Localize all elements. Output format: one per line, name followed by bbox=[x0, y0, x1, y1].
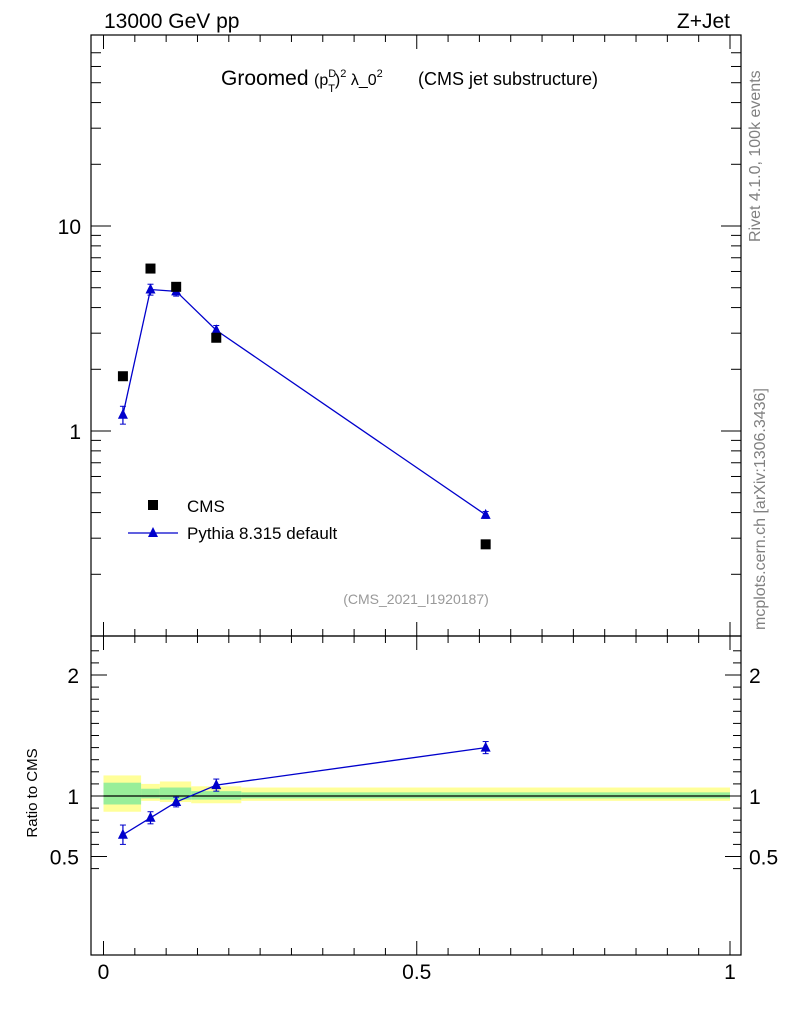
watermark: (CMS_2021_I1920187) bbox=[343, 591, 489, 607]
title-prefix: Groomed bbox=[221, 67, 309, 90]
process-label: Z+Jet bbox=[677, 10, 730, 33]
cms-point bbox=[480, 539, 491, 550]
pythia-line bbox=[122, 288, 487, 516]
ratio-bands bbox=[103, 775, 730, 812]
main-y-tick-labels: 1 10 bbox=[58, 216, 81, 444]
cms-point bbox=[145, 263, 156, 274]
ratio-band-green bbox=[103, 782, 142, 805]
x-tick-labels: 0 0.5 1 bbox=[98, 961, 736, 984]
title-suffix: (CMS jet substructure) bbox=[418, 69, 598, 89]
ratio-y-tick-label-right-0.5: 0.5 bbox=[749, 847, 778, 870]
ratio-y-tick-label-2: 2 bbox=[67, 665, 79, 688]
pythia-point bbox=[145, 283, 156, 294]
ratio-panel: 0.5 1 2 0.5 1 2 0 0.5 1 Ratio to CMS bbox=[24, 635, 778, 984]
pythia-point bbox=[480, 508, 491, 519]
legend-pythia-marker bbox=[148, 527, 158, 537]
legend-cms-marker bbox=[148, 500, 158, 510]
ratio-data bbox=[117, 741, 491, 845]
ratio-pythia-point bbox=[171, 796, 182, 807]
energy-label: 13000 GeV pp bbox=[104, 10, 239, 33]
main-panel: 1 10 Groomed (pD T)2 λ_02 (CMS jet substr… bbox=[58, 34, 742, 637]
legend: CMS Pythia 8.315 default bbox=[128, 497, 338, 543]
x-tick-label-0: 0 bbox=[98, 961, 110, 984]
mcplots-label: mcplots.cern.ch [arXiv:1306.3436] bbox=[752, 388, 769, 630]
ratio-band-green bbox=[159, 787, 192, 800]
main-data bbox=[117, 263, 491, 550]
ratio-pythia-point bbox=[117, 828, 128, 839]
plot-title: Groomed (pD T)2 λ_02 (CMS jet substructur… bbox=[221, 67, 598, 95]
cms-point bbox=[211, 332, 222, 343]
ratio-y-tick-label-0.5: 0.5 bbox=[50, 847, 79, 870]
legend-pythia-label: Pythia 8.315 default bbox=[187, 524, 338, 543]
ratio-pythia-point bbox=[211, 779, 222, 790]
ratio-band-green bbox=[241, 792, 730, 799]
ratio-y-tick-label-1: 1 bbox=[67, 786, 79, 809]
main-frame bbox=[90, 34, 742, 637]
ratio-y-tick-label-right-1: 1 bbox=[749, 786, 761, 809]
ratio-band-green bbox=[191, 791, 242, 800]
cms-point bbox=[117, 371, 128, 382]
rivet-label: Rivet 4.1.0, 100k events bbox=[747, 70, 764, 242]
ratio-pythia-point bbox=[145, 811, 156, 822]
main-y-tick-label-1: 1 bbox=[69, 421, 81, 444]
pythia-point bbox=[117, 408, 128, 419]
ratio-y-axis-label: Ratio to CMS bbox=[24, 748, 41, 837]
cms-point bbox=[171, 281, 182, 292]
x-tick-label-0.5: 0.5 bbox=[402, 961, 431, 984]
pythia-point bbox=[211, 324, 222, 335]
ratio-y-tick-label-right-2: 2 bbox=[749, 665, 761, 688]
legend-cms-label: CMS bbox=[187, 497, 225, 516]
ratio-y-tick-labels: 0.5 1 2 0.5 1 2 bbox=[50, 665, 778, 870]
main-ticks bbox=[91, 35, 741, 636]
ratio-frame bbox=[90, 635, 742, 956]
ratio-ticks bbox=[91, 636, 741, 955]
x-tick-label-1: 1 bbox=[724, 961, 736, 984]
ratio-band-green bbox=[141, 788, 160, 799]
main-y-tick-label-10: 10 bbox=[58, 216, 81, 239]
ratio-pythia-point bbox=[480, 741, 491, 752]
title-formula: (pD T)2 λ_02 bbox=[314, 68, 383, 95]
